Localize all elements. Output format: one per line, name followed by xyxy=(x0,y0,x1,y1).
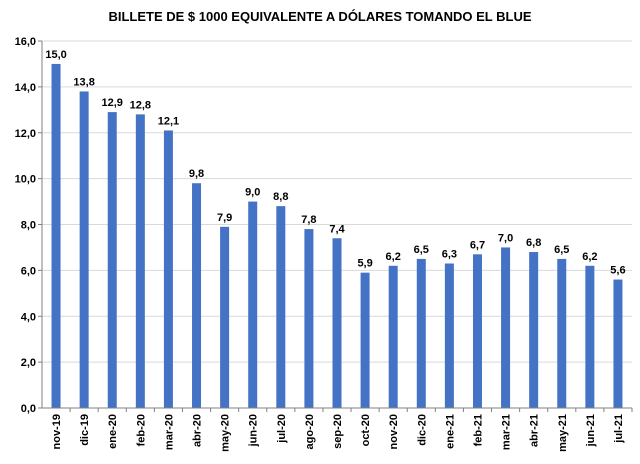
x-tick-label: feb-21 xyxy=(472,414,484,446)
y-tick-label: 8,0 xyxy=(21,220,36,232)
x-tick-label: mar-21 xyxy=(501,414,513,450)
x-tick-label: abr-20 xyxy=(192,414,204,447)
bar xyxy=(248,201,258,408)
data-label: 7,9 xyxy=(217,212,232,224)
data-label: 6,5 xyxy=(554,244,569,256)
y-tick-label: 4,0 xyxy=(21,311,36,323)
bar xyxy=(51,63,61,408)
y-axis-ticks: 0,0 2,0 4,0 6,0 8,0 10,0 12,0 14,0 16,0 xyxy=(15,36,42,415)
data-label: 6,2 xyxy=(582,251,597,263)
x-axis-ticks: nov-19 dic-19 ene-20 feb-20 mar-20 abr-20 may-… xyxy=(51,408,633,452)
bar xyxy=(416,258,426,408)
x-tick-label: may-21 xyxy=(557,414,569,452)
bar xyxy=(135,114,145,409)
x-tick-label: ene-20 xyxy=(107,414,119,449)
x-tick-label: feb-20 xyxy=(135,414,147,446)
data-label: 6,7 xyxy=(470,239,485,251)
bar xyxy=(472,254,482,408)
x-tick-label: nov-19 xyxy=(51,414,63,449)
bar xyxy=(613,279,623,408)
x-tick-label: oct-20 xyxy=(360,414,372,446)
bar xyxy=(501,247,511,408)
y-tick-label: 14,0 xyxy=(15,82,36,94)
data-label: 8,8 xyxy=(273,191,288,203)
bar xyxy=(163,130,173,409)
data-label: 7,0 xyxy=(498,232,513,244)
bar xyxy=(360,272,370,408)
bar xyxy=(529,252,539,408)
y-tick-label: 0,0 xyxy=(21,403,36,415)
data-label: 7,4 xyxy=(329,223,345,235)
x-tick-label: jun-21 xyxy=(585,414,597,447)
x-tick-label: sep-20 xyxy=(332,414,344,449)
x-tick-label: ene-21 xyxy=(444,414,456,449)
y-tick-label: 12,0 xyxy=(15,128,36,140)
chart-title: BILLETE DE $ 1000 EQUIVALENTE A DÓLARES … xyxy=(108,9,532,24)
bar xyxy=(276,206,286,408)
data-label: 9,8 xyxy=(189,168,204,180)
bars xyxy=(51,63,623,409)
data-label: 6,5 xyxy=(414,244,429,256)
x-tick-label: dic-20 xyxy=(416,414,428,446)
bar xyxy=(192,183,202,408)
data-label: 12,1 xyxy=(158,115,179,127)
y-tick-label: 10,0 xyxy=(15,174,36,186)
y-tick-label: 2,0 xyxy=(21,357,36,369)
x-tick-label: abr-21 xyxy=(529,414,541,447)
bar xyxy=(220,226,230,408)
bar xyxy=(388,265,398,408)
data-label: 6,3 xyxy=(442,248,457,260)
data-labels: 15,0 13,8 12,9 12,8 12,1 9,8 7,9 9,0 8,8 7,8 7,4 5,… xyxy=(45,49,625,277)
y-tick-label: 6,0 xyxy=(21,265,36,277)
data-label: 9,0 xyxy=(245,187,260,199)
data-label: 5,9 xyxy=(357,258,372,270)
x-tick-label: ago-20 xyxy=(304,414,316,449)
x-tick-label: jul-21 xyxy=(613,414,625,444)
bar xyxy=(332,238,342,408)
bar xyxy=(107,112,117,408)
bar xyxy=(444,263,454,408)
x-tick-label: nov-20 xyxy=(388,414,400,449)
bar xyxy=(585,265,595,408)
data-label: 15,0 xyxy=(45,49,66,61)
x-tick-label: mar-20 xyxy=(163,414,175,450)
x-tick-label: jun-20 xyxy=(248,414,260,447)
x-tick-label: jul-20 xyxy=(276,414,288,444)
data-label: 12,9 xyxy=(102,97,123,109)
x-tick-label: may-20 xyxy=(220,414,232,452)
bar xyxy=(79,91,89,409)
bar xyxy=(304,229,314,408)
y-tick-label: 16,0 xyxy=(15,36,36,48)
data-label: 6,8 xyxy=(526,237,541,249)
x-tick-label: dic-19 xyxy=(79,414,91,446)
data-label: 12,8 xyxy=(130,99,151,111)
data-label: 5,6 xyxy=(610,265,625,277)
data-label: 13,8 xyxy=(73,76,94,88)
bar xyxy=(557,258,567,408)
data-label: 7,8 xyxy=(301,214,316,226)
data-label: 6,2 xyxy=(386,251,401,263)
